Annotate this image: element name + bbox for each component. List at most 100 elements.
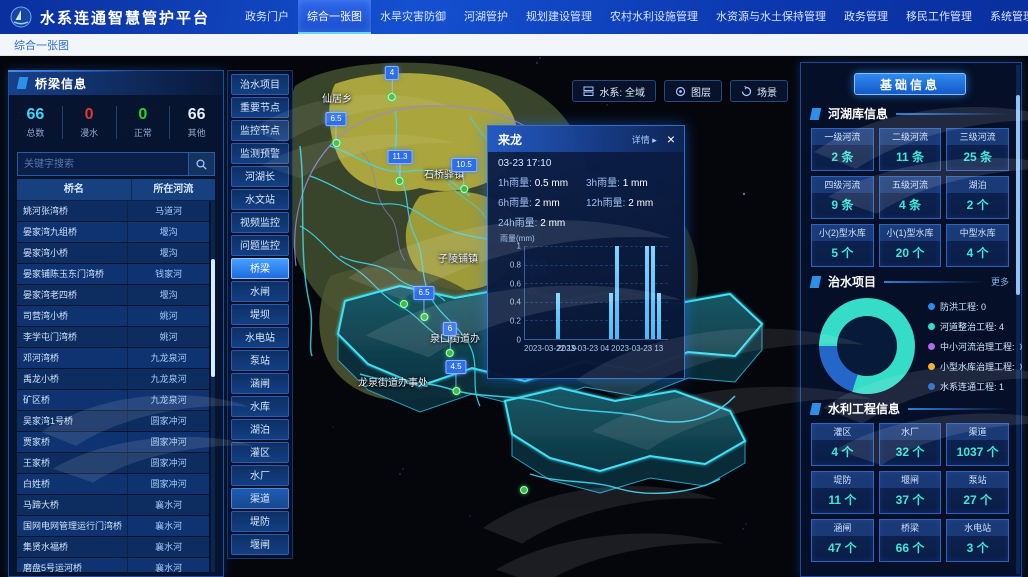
nav-item-4[interactable]: 河湖管护	[464, 11, 509, 23]
nav-item-8[interactable]: 政务管理	[844, 11, 889, 23]
table-row[interactable]: 集贤水福桥 襄水河	[17, 537, 209, 557]
nav-item-10[interactable]: 系统管理	[990, 11, 1028, 23]
legend-dot-icon	[928, 342, 935, 350]
legend-dot-icon	[928, 302, 935, 310]
table-row[interactable]: 姚河张湾桥 马道河	[17, 201, 209, 221]
panel-title: 桥梁信息	[35, 76, 88, 91]
more-link[interactable]: 更多	[990, 277, 1009, 287]
details-link[interactable]: 详情 ▸	[631, 134, 657, 145]
layer-item-14[interactable]: 涵闸	[231, 373, 289, 394]
layer-item-17[interactable]: 灌区	[231, 442, 289, 463]
layer-item-13[interactable]: 泵站	[231, 350, 289, 371]
table-header: 桥名 所在河流	[17, 179, 215, 201]
table-row[interactable]: 晏家湾九组桥 堰沟	[17, 222, 209, 242]
river-name-cell: 姚河	[159, 332, 178, 342]
map-control-3[interactable]: 场景	[730, 80, 788, 102]
table-row[interactable]: 禹龙小桥 九龙泉河	[17, 369, 209, 389]
layer-item-16[interactable]: 湖泊	[231, 419, 289, 440]
legend-label: 中小河流治理工程: 0	[940, 341, 1023, 352]
table-row[interactable]: 矿区桥 九龙泉河	[17, 390, 209, 410]
stat-label: 漫水	[80, 127, 99, 138]
card-value: 2 个	[966, 198, 989, 212]
panel-header: 桥梁信息	[9, 71, 223, 95]
table-row[interactable]: 贾家桥 圆家冲河	[17, 432, 209, 452]
table-row[interactable]: 李学屯门湾桥 姚河	[17, 327, 209, 347]
search-button[interactable]	[189, 152, 215, 176]
panel-scrollbar-thumb[interactable]	[1016, 95, 1020, 295]
river-name-cell: 圆家冲河	[150, 437, 187, 447]
table-row[interactable]: 晏家湾小桥 堰沟	[17, 243, 209, 263]
map-marker[interactable]: 11.3	[387, 150, 413, 185]
map-marker[interactable]: 4.5	[445, 360, 467, 395]
legend-dot-icon	[928, 322, 935, 330]
map-marker[interactable]: 6	[442, 322, 458, 357]
bridge-stat-2: 0 漫水	[61, 105, 116, 139]
basic-info-badge[interactable]: 基础信息	[854, 73, 966, 95]
nav-item-6[interactable]: 农村水利设施管理	[610, 11, 699, 23]
nav-item-1[interactable]: 政务门户	[245, 11, 290, 23]
layer-item-7[interactable]: 视频监控	[231, 212, 289, 233]
map-marker[interactable]: 10.5	[451, 158, 477, 193]
map-marker[interactable]	[520, 486, 528, 494]
table-row[interactable]: 磨盘5号运河桥 襄水河	[17, 558, 209, 572]
map-marker[interactable]	[400, 300, 408, 308]
bridge-stat-3: 0 正常	[115, 105, 170, 139]
layer-item-8[interactable]: 问题监控	[231, 235, 289, 256]
layer-item-11[interactable]: 堤坝	[231, 304, 289, 325]
layer-item-4[interactable]: 监测预警	[231, 143, 289, 164]
projects-donut-chart	[819, 298, 915, 394]
layer-item-20[interactable]: 堤防	[231, 511, 289, 532]
nav-item-9[interactable]: 移民工作管理	[906, 11, 973, 23]
table-row[interactable]: 邓河湾桥 九龙泉河	[17, 348, 209, 368]
stat-value: 66	[187, 105, 206, 123]
table-row[interactable]: 司营湾小桥 姚河	[17, 306, 209, 326]
map-control-2[interactable]: 图层	[664, 80, 722, 102]
map-marker[interactable]: 6.5	[413, 286, 435, 321]
layer-item-12[interactable]: 水电站	[231, 327, 289, 348]
layer-item-9[interactable]: 桥梁	[231, 258, 289, 279]
rain-metrics: 1h雨量: 0.5 mm 3h雨量: 1 mm 6h雨量: 2 mm 12h雨量: 2…	[498, 174, 674, 229]
metric-value: 1 mm	[622, 178, 648, 189]
section-title: 水利工程信息	[828, 402, 901, 416]
section-chip-icon	[809, 402, 822, 415]
y-tick: 0.8	[509, 260, 521, 270]
nav-item-7[interactable]: 水资源与水土保持管理	[716, 11, 827, 23]
app-logo-icon	[10, 6, 32, 28]
map-marker[interactable]: 4	[384, 66, 400, 101]
layer-item-21[interactable]: 堰闸	[231, 534, 289, 555]
layer-item-18[interactable]: 水厂	[231, 465, 289, 486]
nav-item-3[interactable]: 水旱灾害防御	[380, 11, 447, 23]
layer-item-10[interactable]: 水闸	[231, 281, 289, 302]
close-icon[interactable]: ×	[666, 131, 675, 147]
table-row[interactable]: 晏家铺陈玉东门湾桥 钱家河	[17, 264, 209, 284]
town-label: 仙居乡	[322, 94, 352, 105]
table-row[interactable]: 马蹄大桥 襄水河	[17, 495, 209, 515]
popup-title: 来龙	[498, 132, 523, 147]
bridge-name-cell: 邓河湾桥	[17, 348, 129, 368]
info-card: 小(2)型水库 5 个	[811, 224, 874, 267]
rainfall-chart: 雨量(mm) 1 0.8 0.6 0.4 0.2 0 2023-03-22 19 2023-…	[498, 233, 674, 355]
map-control-1[interactable]: 水系: 全域	[572, 80, 656, 102]
layer-item-6[interactable]: 水文站	[231, 189, 289, 210]
table-row[interactable]: 白姓桥 圆家冲河	[17, 474, 209, 494]
layer-item-3[interactable]: 监控节点	[231, 120, 289, 141]
bridge-name-cell: 晏家湾小桥	[17, 243, 129, 263]
layer-item-1[interactable]: 治水项目	[231, 74, 289, 95]
stat-label: 正常	[133, 127, 152, 138]
stat-value: 66	[26, 105, 45, 123]
table-row[interactable]: 国网电网管理运行门湾桥 襄水河	[17, 516, 209, 536]
table-scrollbar-thumb[interactable]	[211, 259, 215, 377]
table-row[interactable]: 吴家湾1号桥 圆家冲河	[17, 411, 209, 431]
map-marker[interactable]: 6.5	[325, 112, 347, 147]
layer-item-2[interactable]: 重要节点	[231, 97, 289, 118]
nav-item-2[interactable]: 综合一张图	[298, 0, 372, 34]
river-name-cell: 堰沟	[159, 248, 178, 258]
nav-item-5[interactable]: 规划建设管理	[526, 11, 593, 23]
map-controls: 水系: 全域 图层 场景	[572, 80, 788, 102]
layer-item-5[interactable]: 河湖长	[231, 166, 289, 187]
table-row[interactable]: 王家桥 圆家冲河	[17, 453, 209, 473]
table-row[interactable]: 晏家湾老四桥 堰沟	[17, 285, 209, 305]
layer-item-15[interactable]: 水库	[231, 396, 289, 417]
layer-item-19[interactable]: 渠道	[231, 488, 289, 509]
search-input[interactable]	[17, 152, 189, 176]
